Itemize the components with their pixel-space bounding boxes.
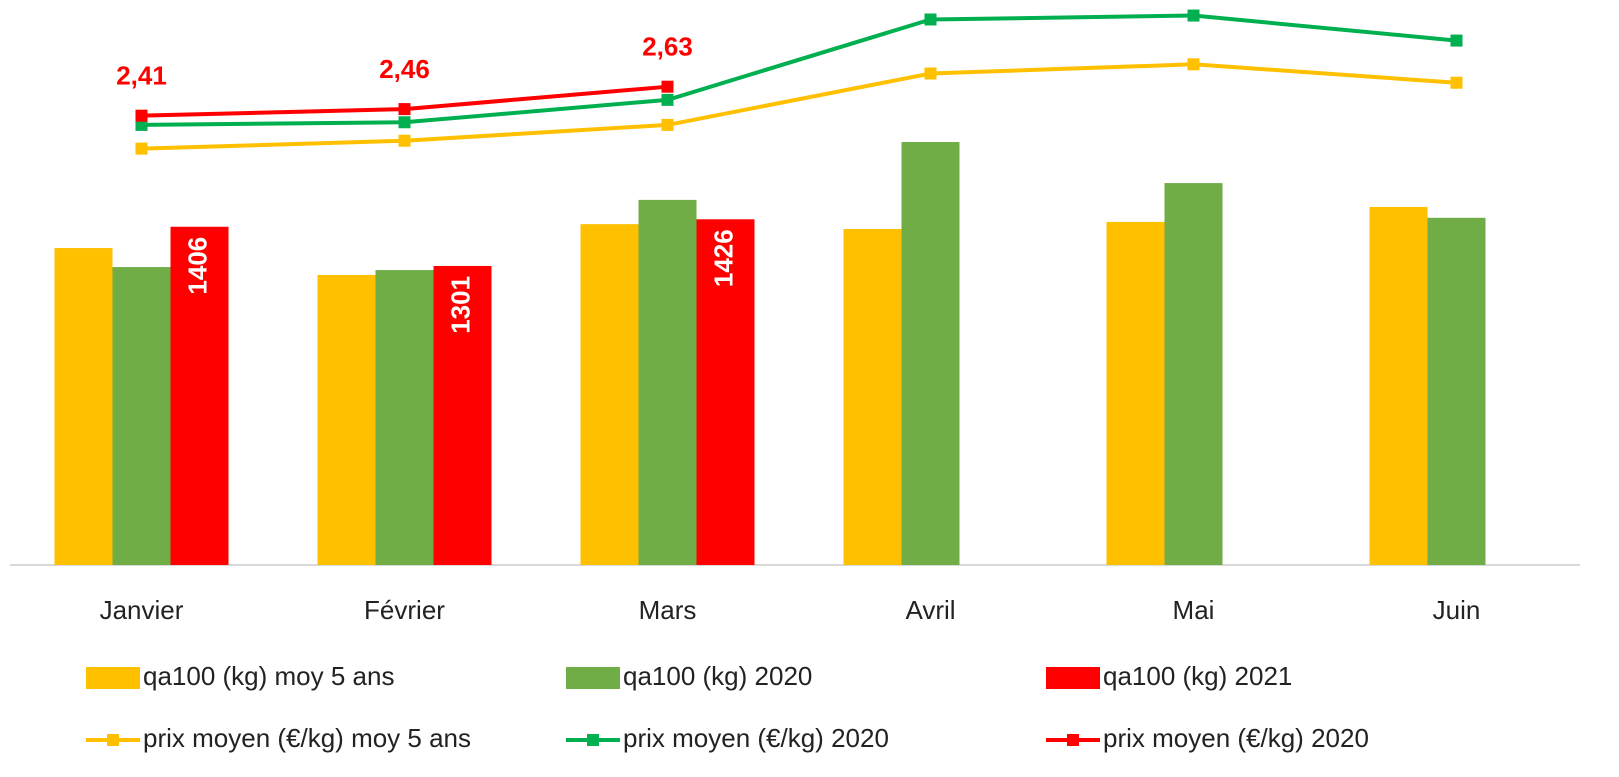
line-marker [398, 134, 411, 147]
line-marker [135, 118, 148, 131]
legend-label: qa100 (kg) 2020 [623, 661, 812, 691]
legend-marker [1067, 734, 1079, 746]
legend-marker [587, 734, 599, 746]
bar [375, 270, 434, 565]
legend-marker [107, 734, 119, 746]
bar [112, 267, 171, 565]
line-marker [398, 103, 411, 116]
x-tick-label: Avril [905, 595, 955, 625]
line-marker [661, 80, 674, 93]
bar [1106, 221, 1165, 565]
bar [1164, 183, 1223, 565]
line [141, 62, 1457, 151]
bar [433, 265, 492, 565]
line-marker [924, 13, 937, 26]
line-marker [135, 109, 148, 122]
x-tick-label: Juin [1433, 595, 1481, 625]
line-marker [1187, 9, 1200, 22]
line [141, 13, 1457, 127]
bar [696, 219, 755, 565]
bar [638, 199, 697, 565]
legend-label: qa100 (kg) 2021 [1103, 661, 1292, 691]
line-marker [661, 93, 674, 106]
bar [54, 248, 113, 566]
line-marker [661, 118, 674, 131]
x-tick-label: Mai [1173, 595, 1215, 625]
bar [317, 274, 376, 565]
bar [1427, 217, 1486, 566]
legend-swatch [86, 667, 140, 689]
legend-label: prix moyen (€/kg) 2020 [623, 723, 889, 753]
bar [580, 224, 639, 565]
bar-value-label: 1406 [182, 237, 212, 295]
bar [901, 142, 960, 565]
x-tick-label: Février [364, 595, 445, 625]
line-value-label: 2,63 [642, 32, 693, 62]
bar [843, 229, 902, 565]
line-value-label: 2,46 [379, 54, 430, 84]
bar-value-label: 1426 [708, 229, 738, 287]
bar [170, 226, 229, 565]
bar-value-label: 1301 [445, 276, 475, 334]
line-marker [135, 142, 148, 155]
x-tick-label: Janvier [100, 595, 184, 625]
line-marker [1187, 58, 1200, 71]
legend-label: prix moyen (€/kg) moy 5 ans [143, 723, 471, 753]
line-marker [398, 116, 411, 129]
line-marker [1450, 34, 1463, 47]
bar [1369, 206, 1428, 565]
legend-label: prix moyen (€/kg) 2020 [1103, 723, 1369, 753]
line-marker [1450, 76, 1463, 89]
legend-swatch [566, 667, 620, 689]
line-marker [924, 67, 937, 80]
x-tick-label: Mars [639, 595, 697, 625]
line-value-label: 2,41 [116, 61, 167, 91]
legend-label: qa100 (kg) moy 5 ans [143, 661, 394, 691]
legend-swatch [1046, 667, 1100, 689]
